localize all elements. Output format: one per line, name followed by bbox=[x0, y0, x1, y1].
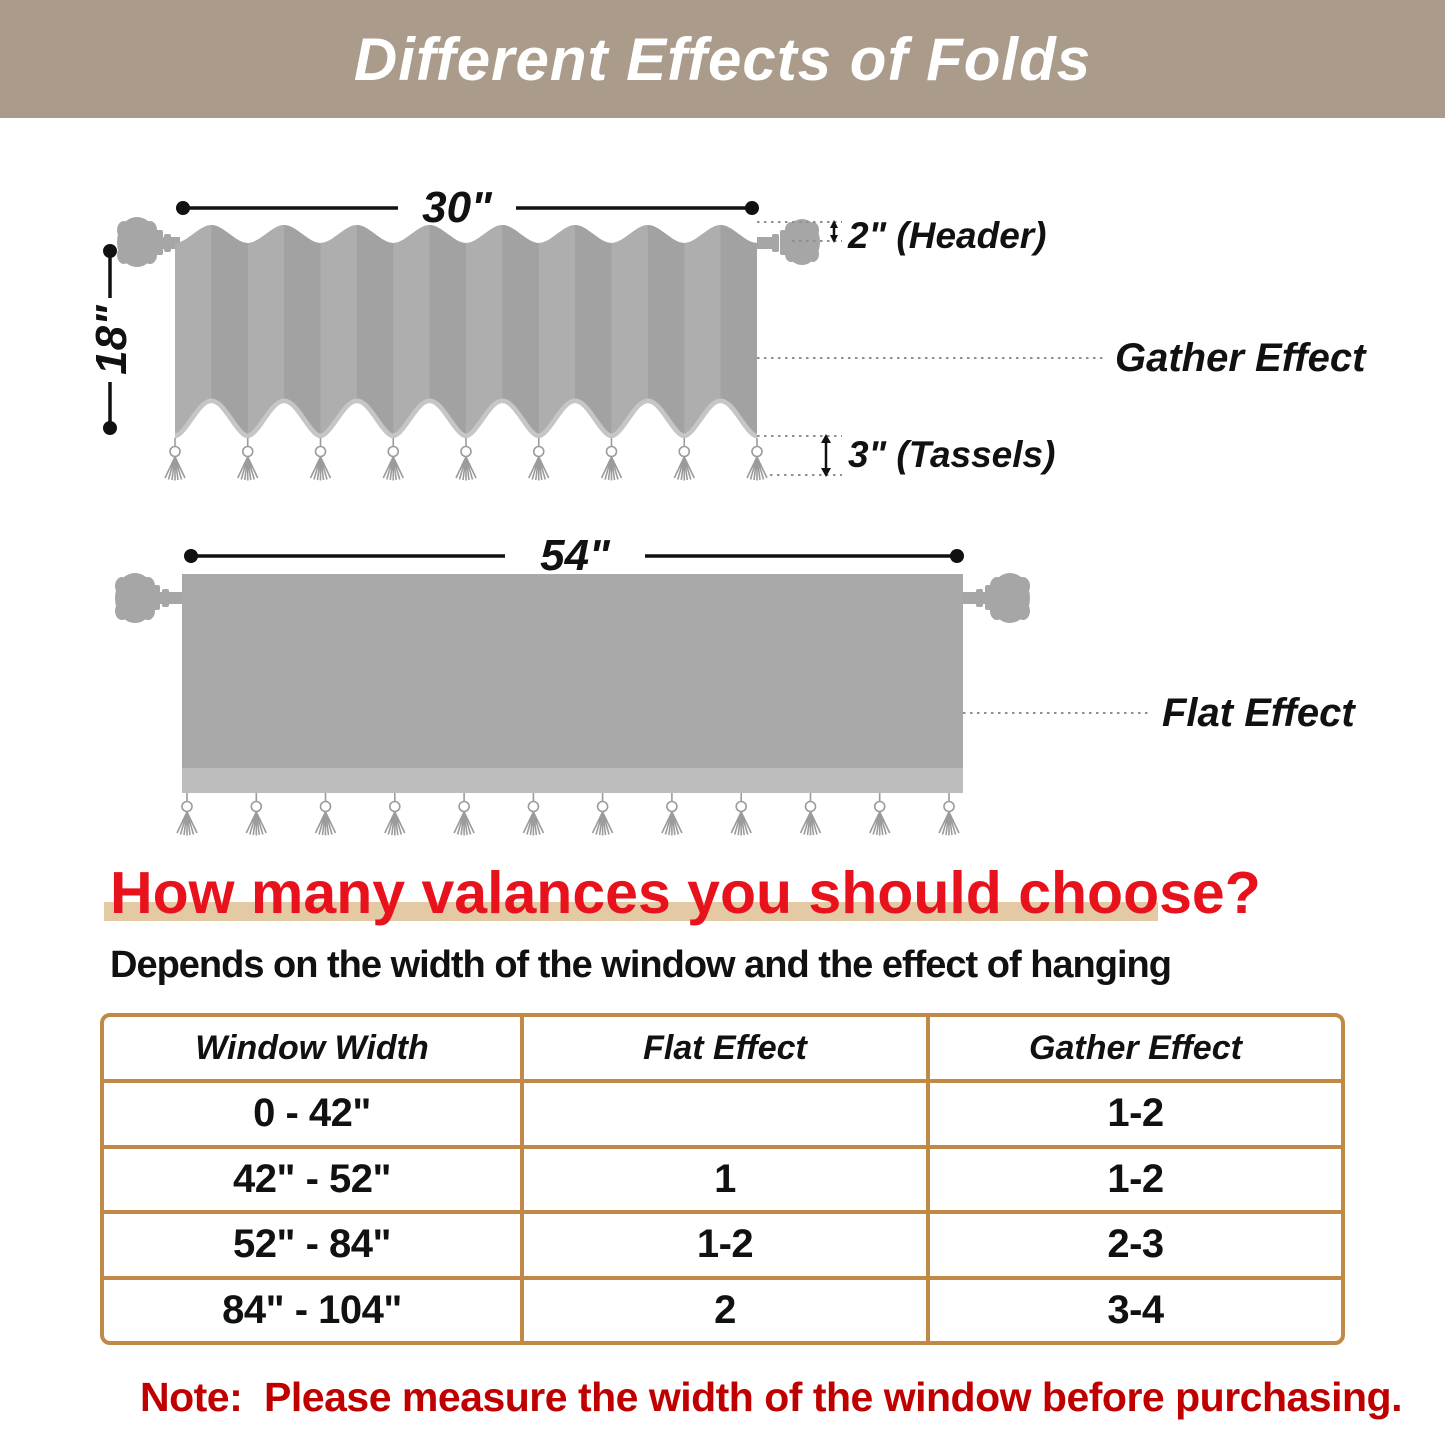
title-banner: Different Effects of Folds bbox=[0, 0, 1445, 118]
valance-diagrams: 30" 18" 2" (Header) Gather Effect 3" ( bbox=[87, 183, 1367, 837]
table-cell: 2-3 bbox=[926, 1210, 1341, 1276]
table-cell bbox=[520, 1079, 926, 1145]
flat-valance-fabric bbox=[182, 574, 963, 770]
gather-tassels bbox=[164, 437, 768, 482]
col-header-flat-effect: Flat Effect bbox=[520, 1017, 926, 1079]
header-dimension bbox=[757, 220, 842, 243]
table-cell: 3-4 bbox=[926, 1275, 1341, 1341]
flat-width-label: 54" bbox=[540, 531, 611, 580]
curtain-rod-left bbox=[117, 217, 180, 267]
choose-heading: How many valances you should choose? bbox=[110, 860, 1261, 926]
curtain-rod-right bbox=[757, 219, 820, 265]
heading-highlight-bar bbox=[104, 902, 1158, 921]
flat-effect-label: Flat Effect bbox=[1162, 691, 1356, 735]
flat-valance-group: 54" Flat Effect bbox=[115, 531, 1356, 837]
page-title: Different Effects of Folds bbox=[353, 25, 1092, 93]
tassels-dimension bbox=[757, 434, 842, 477]
gather-height-label: 18" bbox=[87, 304, 136, 375]
col-header-gather-effect: Gather Effect bbox=[926, 1017, 1341, 1079]
table-cell: 1-2 bbox=[926, 1079, 1341, 1145]
table-cell: 1 bbox=[520, 1144, 926, 1210]
gather-valance-group: 30" 18" 2" (Header) Gather Effect 3" ( bbox=[87, 183, 1367, 482]
flat-width-dimension bbox=[184, 549, 964, 563]
gather-width-dimension bbox=[176, 201, 759, 215]
table-cell: 84" - 104" bbox=[104, 1275, 520, 1342]
tassels-dimension-label: 3" (Tassels) bbox=[848, 434, 1055, 475]
gather-effect-label: Gather Effect bbox=[1115, 336, 1367, 380]
col-header-window-width: Window Width bbox=[195, 1028, 429, 1067]
flat-rod-right bbox=[961, 573, 1030, 623]
table-cell: 1-2 bbox=[520, 1210, 926, 1276]
gather-height-dimension bbox=[103, 244, 117, 435]
header-dimension-label: 2" (Header) bbox=[847, 215, 1047, 256]
table-cell: 0 - 42" bbox=[104, 1079, 520, 1145]
flat-tassels bbox=[176, 792, 960, 837]
valance-count-table: Window Width Flat Effect Gather Effect 0… bbox=[100, 1013, 1345, 1345]
fold-shading bbox=[175, 225, 757, 438]
flat-rod-left bbox=[115, 573, 184, 623]
gather-width-label: 30" bbox=[422, 183, 493, 232]
table-cell: 52" - 84" bbox=[104, 1210, 520, 1276]
flat-valance-hem bbox=[182, 768, 963, 793]
choose-subheading: Depends on the width of the window and t… bbox=[110, 944, 1172, 986]
purchase-note: Note: Please measure the width of the wi… bbox=[140, 1374, 1402, 1420]
table-cell: 42" - 52" bbox=[104, 1144, 520, 1211]
table-cell: 2 bbox=[520, 1275, 926, 1341]
table-cell: 1-2 bbox=[926, 1144, 1341, 1210]
